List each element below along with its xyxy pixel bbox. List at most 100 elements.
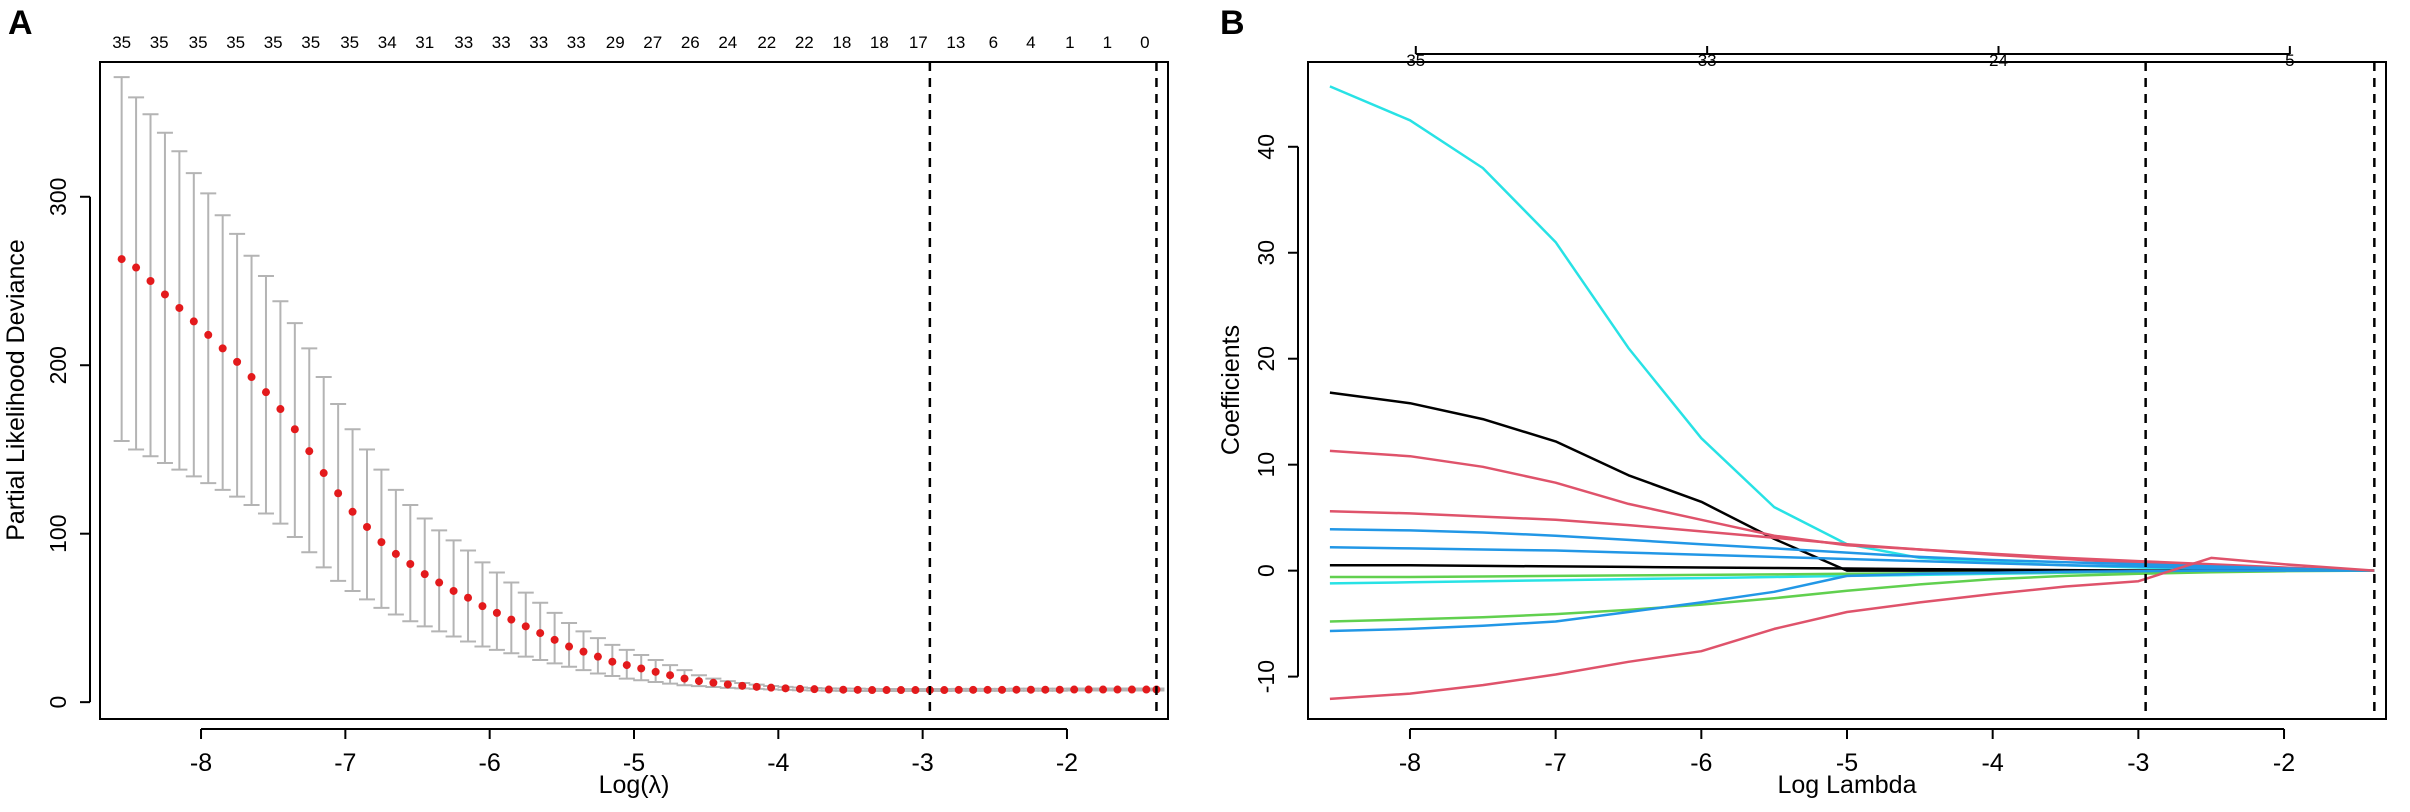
deviance-point [261, 388, 270, 397]
top-count-label: 5 [2285, 51, 2294, 70]
top-count-label: 35 [150, 33, 169, 52]
deviance-point [348, 507, 357, 516]
deviance-point [969, 685, 978, 694]
top-count-label: 26 [681, 33, 700, 52]
y-tick-label: 100 [45, 515, 71, 553]
deviance-point [752, 682, 761, 691]
deviance-point [1055, 685, 1064, 694]
x-tick-label: -3 [912, 749, 934, 777]
x-tick-label: -4 [1982, 749, 2004, 777]
deviance-point [218, 344, 227, 353]
coefficient-line [1329, 556, 2375, 701]
deviance-point [132, 263, 141, 272]
top-count-label: 0 [1140, 33, 1149, 52]
coefficient-line [1329, 546, 2375, 572]
y-tick-label: 0 [1253, 564, 1279, 577]
top-count-label: 35 [301, 33, 320, 52]
deviance-point [464, 593, 473, 602]
x-tick-label: -8 [190, 749, 212, 777]
top-count-label: 35 [112, 33, 131, 52]
deviance-point [521, 622, 530, 631]
deviance-point [983, 685, 992, 694]
deviance-point [882, 686, 891, 695]
panel-b-x-axis: -8 -7 -6 -5 -4 -3 -2 [1399, 728, 2295, 777]
panel-a-points [117, 255, 1161, 695]
panel-a: A 35 35 35 35 35 35 35 34 31 33 33 33 33 29 27 26 24 22 22… [2, 4, 1169, 799]
deviance-point [608, 657, 617, 666]
deviance-point [954, 685, 963, 694]
deviance-point [247, 373, 256, 382]
x-tick-label: -2 [2273, 749, 2295, 777]
panel-a-plot-frame [99, 61, 1169, 720]
top-count-label: 29 [606, 33, 625, 52]
top-count-label: 35 [226, 33, 245, 52]
deviance-point [579, 647, 588, 656]
deviance-point [550, 635, 559, 644]
coefficient-line [1329, 569, 2375, 633]
deviance-point [810, 685, 819, 694]
panel-b-label: B [1220, 4, 1245, 42]
deviance-point [680, 674, 689, 683]
panel-a-error-bars [113, 76, 1165, 693]
deviance-point [276, 405, 285, 414]
deviance-point [319, 469, 328, 478]
deviance-point [420, 570, 429, 579]
panel-a-x-axis-title: Log(λ) [599, 771, 670, 799]
deviance-point [1099, 685, 1108, 694]
deviance-point [651, 667, 660, 676]
x-tick-label: -2 [1056, 749, 1078, 777]
deviance-point [1113, 685, 1122, 694]
top-count-label: 4 [1026, 33, 1035, 52]
deviance-point [767, 683, 776, 692]
x-tick-label: -6 [1690, 749, 1712, 777]
deviance-point [435, 578, 444, 587]
deviance-point [334, 489, 343, 498]
top-count-label: 34 [378, 33, 397, 52]
x-tick-label: -3 [2127, 749, 2149, 777]
x-tick-label: -6 [479, 749, 501, 777]
top-count-label: 33 [492, 33, 511, 52]
deviance-point [940, 686, 949, 695]
deviance-point [622, 661, 631, 670]
y-tick-label: 0 [45, 696, 71, 709]
x-tick-label: -5 [623, 749, 645, 777]
x-tick-label: -8 [1399, 749, 1421, 777]
top-count-label: 24 [1989, 51, 2008, 70]
x-tick-label: -7 [334, 749, 356, 777]
panel-b-x-axis-title: Log Lambda [1777, 771, 1916, 799]
deviance-point [738, 681, 747, 690]
x-tick-label: -7 [1545, 749, 1567, 777]
top-count-label: 18 [832, 33, 851, 52]
coefficient-line [1329, 569, 2375, 623]
deviance-point [449, 586, 458, 595]
deviance-point [839, 685, 848, 694]
top-count-label: 17 [909, 33, 928, 52]
deviance-point [363, 522, 371, 531]
panel-b-top-axis: 35 33 24 5 [1406, 46, 2295, 70]
top-count-label: 22 [757, 33, 776, 52]
top-count-label: 35 [340, 33, 359, 52]
deviance-point [565, 642, 574, 651]
panel-a-vertical-lines [928, 62, 1158, 719]
deviance-point [507, 615, 516, 624]
deviance-point [536, 629, 545, 638]
deviance-point [305, 447, 314, 456]
deviance-point [1070, 685, 1079, 694]
deviance-point [781, 684, 790, 693]
top-count-label: 33 [1698, 51, 1717, 70]
deviance-point [117, 255, 126, 264]
deviance-point [666, 671, 675, 680]
deviance-point [204, 330, 213, 339]
deviance-point [868, 686, 877, 695]
x-tick-label: -4 [767, 749, 789, 777]
top-count-label: 33 [529, 33, 548, 52]
deviance-point [998, 685, 1007, 694]
top-count-label: 22 [795, 33, 814, 52]
top-count-label: 13 [946, 33, 965, 52]
deviance-point [492, 608, 501, 617]
top-count-label: 31 [415, 33, 434, 52]
deviance-point [853, 685, 862, 694]
coefficient-line [1329, 85, 2375, 572]
deviance-point [1084, 685, 1093, 694]
